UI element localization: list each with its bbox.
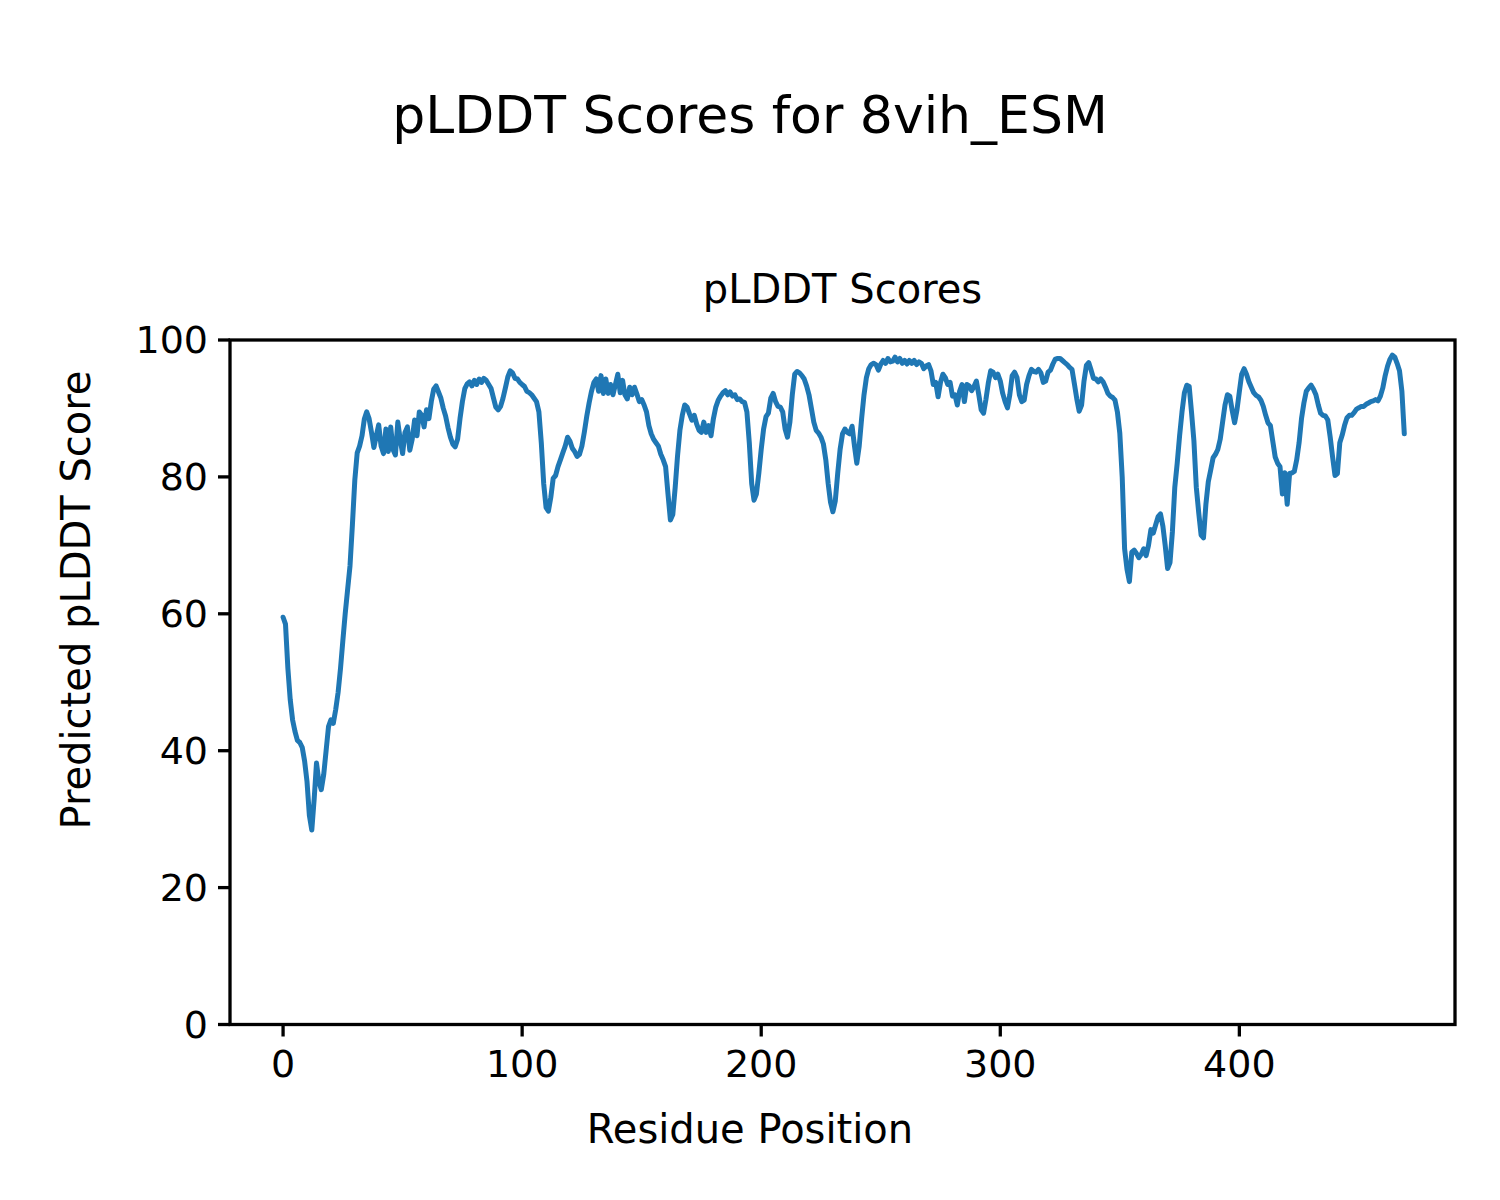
y-tick-label-2: 40 — [160, 729, 208, 773]
x-tick-label-1: 100 — [486, 1042, 559, 1086]
x-tick-label-0: 0 — [271, 1042, 295, 1086]
y-tick-label-0: 0 — [184, 1003, 208, 1047]
y-axis-label: Predicted pLDDT Score — [53, 371, 99, 830]
plot-svg: 0 100 200 300 400 0 20 40 60 80 100 — [0, 0, 1500, 1200]
x-tick-label-2: 200 — [725, 1042, 798, 1086]
x-axis-label: Residue Position — [0, 1106, 1500, 1152]
plddt-line — [283, 355, 1404, 830]
figure: 0 100 200 300 400 0 20 40 60 80 100 pLDDT Scores f… — [0, 0, 1500, 1200]
y-tick-label-5: 100 — [135, 318, 208, 362]
x-tick-label-3: 300 — [964, 1042, 1037, 1086]
y-tick-label-4: 80 — [160, 455, 208, 499]
axes-title: pLDDT Scores — [230, 266, 1455, 312]
y-tick-label-1: 20 — [160, 866, 208, 910]
y-tick-label-3: 60 — [160, 592, 208, 636]
x-tick-label-4: 400 — [1203, 1042, 1276, 1086]
figure-title: pLDDT Scores for 8vih_ESM — [0, 86, 1500, 146]
